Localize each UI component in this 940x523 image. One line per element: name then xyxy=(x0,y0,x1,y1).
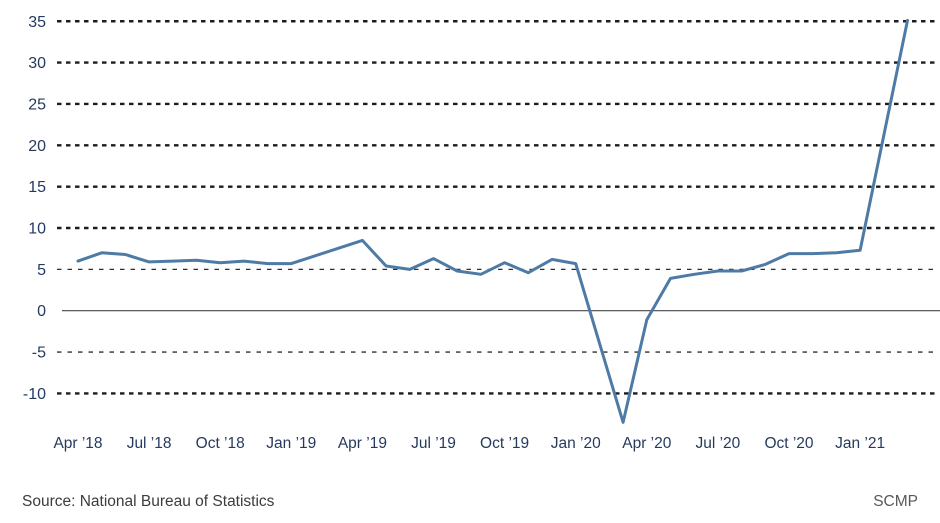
y-tick-label: 20 xyxy=(28,138,46,155)
x-tick-label: Apr ’19 xyxy=(338,435,387,452)
x-tick-label: Oct ’20 xyxy=(764,435,813,452)
x-tick-label: Oct ’18 xyxy=(196,435,245,452)
y-tick-label: -10 xyxy=(23,386,46,403)
line-chart: 35 30 25 20 15 10 5 0 -5 -10 Apr ’18 Jul ’18 Oct ’18… xyxy=(23,14,940,452)
y-tick-label: -5 xyxy=(32,345,46,362)
y-tick-label: 0 xyxy=(37,303,46,320)
y-tick-label: 5 xyxy=(37,262,46,279)
publisher-credit: SCMP xyxy=(873,493,918,510)
x-tick-label: Jan ’20 xyxy=(551,435,601,452)
x-tick-label: Jan ’19 xyxy=(266,435,316,452)
data-series-line xyxy=(76,18,909,424)
y-tick-label: 10 xyxy=(28,221,46,238)
y-tick-label: 35 xyxy=(28,14,46,31)
y-tick-label: 30 xyxy=(28,55,46,72)
x-tick-label: Jan ’21 xyxy=(835,435,885,452)
y-tick-label: 25 xyxy=(28,96,46,113)
x-tick-label: Apr ’20 xyxy=(622,435,671,452)
x-tick-label: Apr ’18 xyxy=(53,435,102,452)
x-tick-label: Jul ’20 xyxy=(695,435,740,452)
y-tick-label: 15 xyxy=(28,179,46,196)
x-tick-label: Oct ’19 xyxy=(480,435,529,452)
x-tick-label: Jul ’18 xyxy=(127,435,172,452)
source-note: Source: National Bureau of Statistics xyxy=(22,493,275,510)
x-tick-label: Jul ’19 xyxy=(411,435,456,452)
